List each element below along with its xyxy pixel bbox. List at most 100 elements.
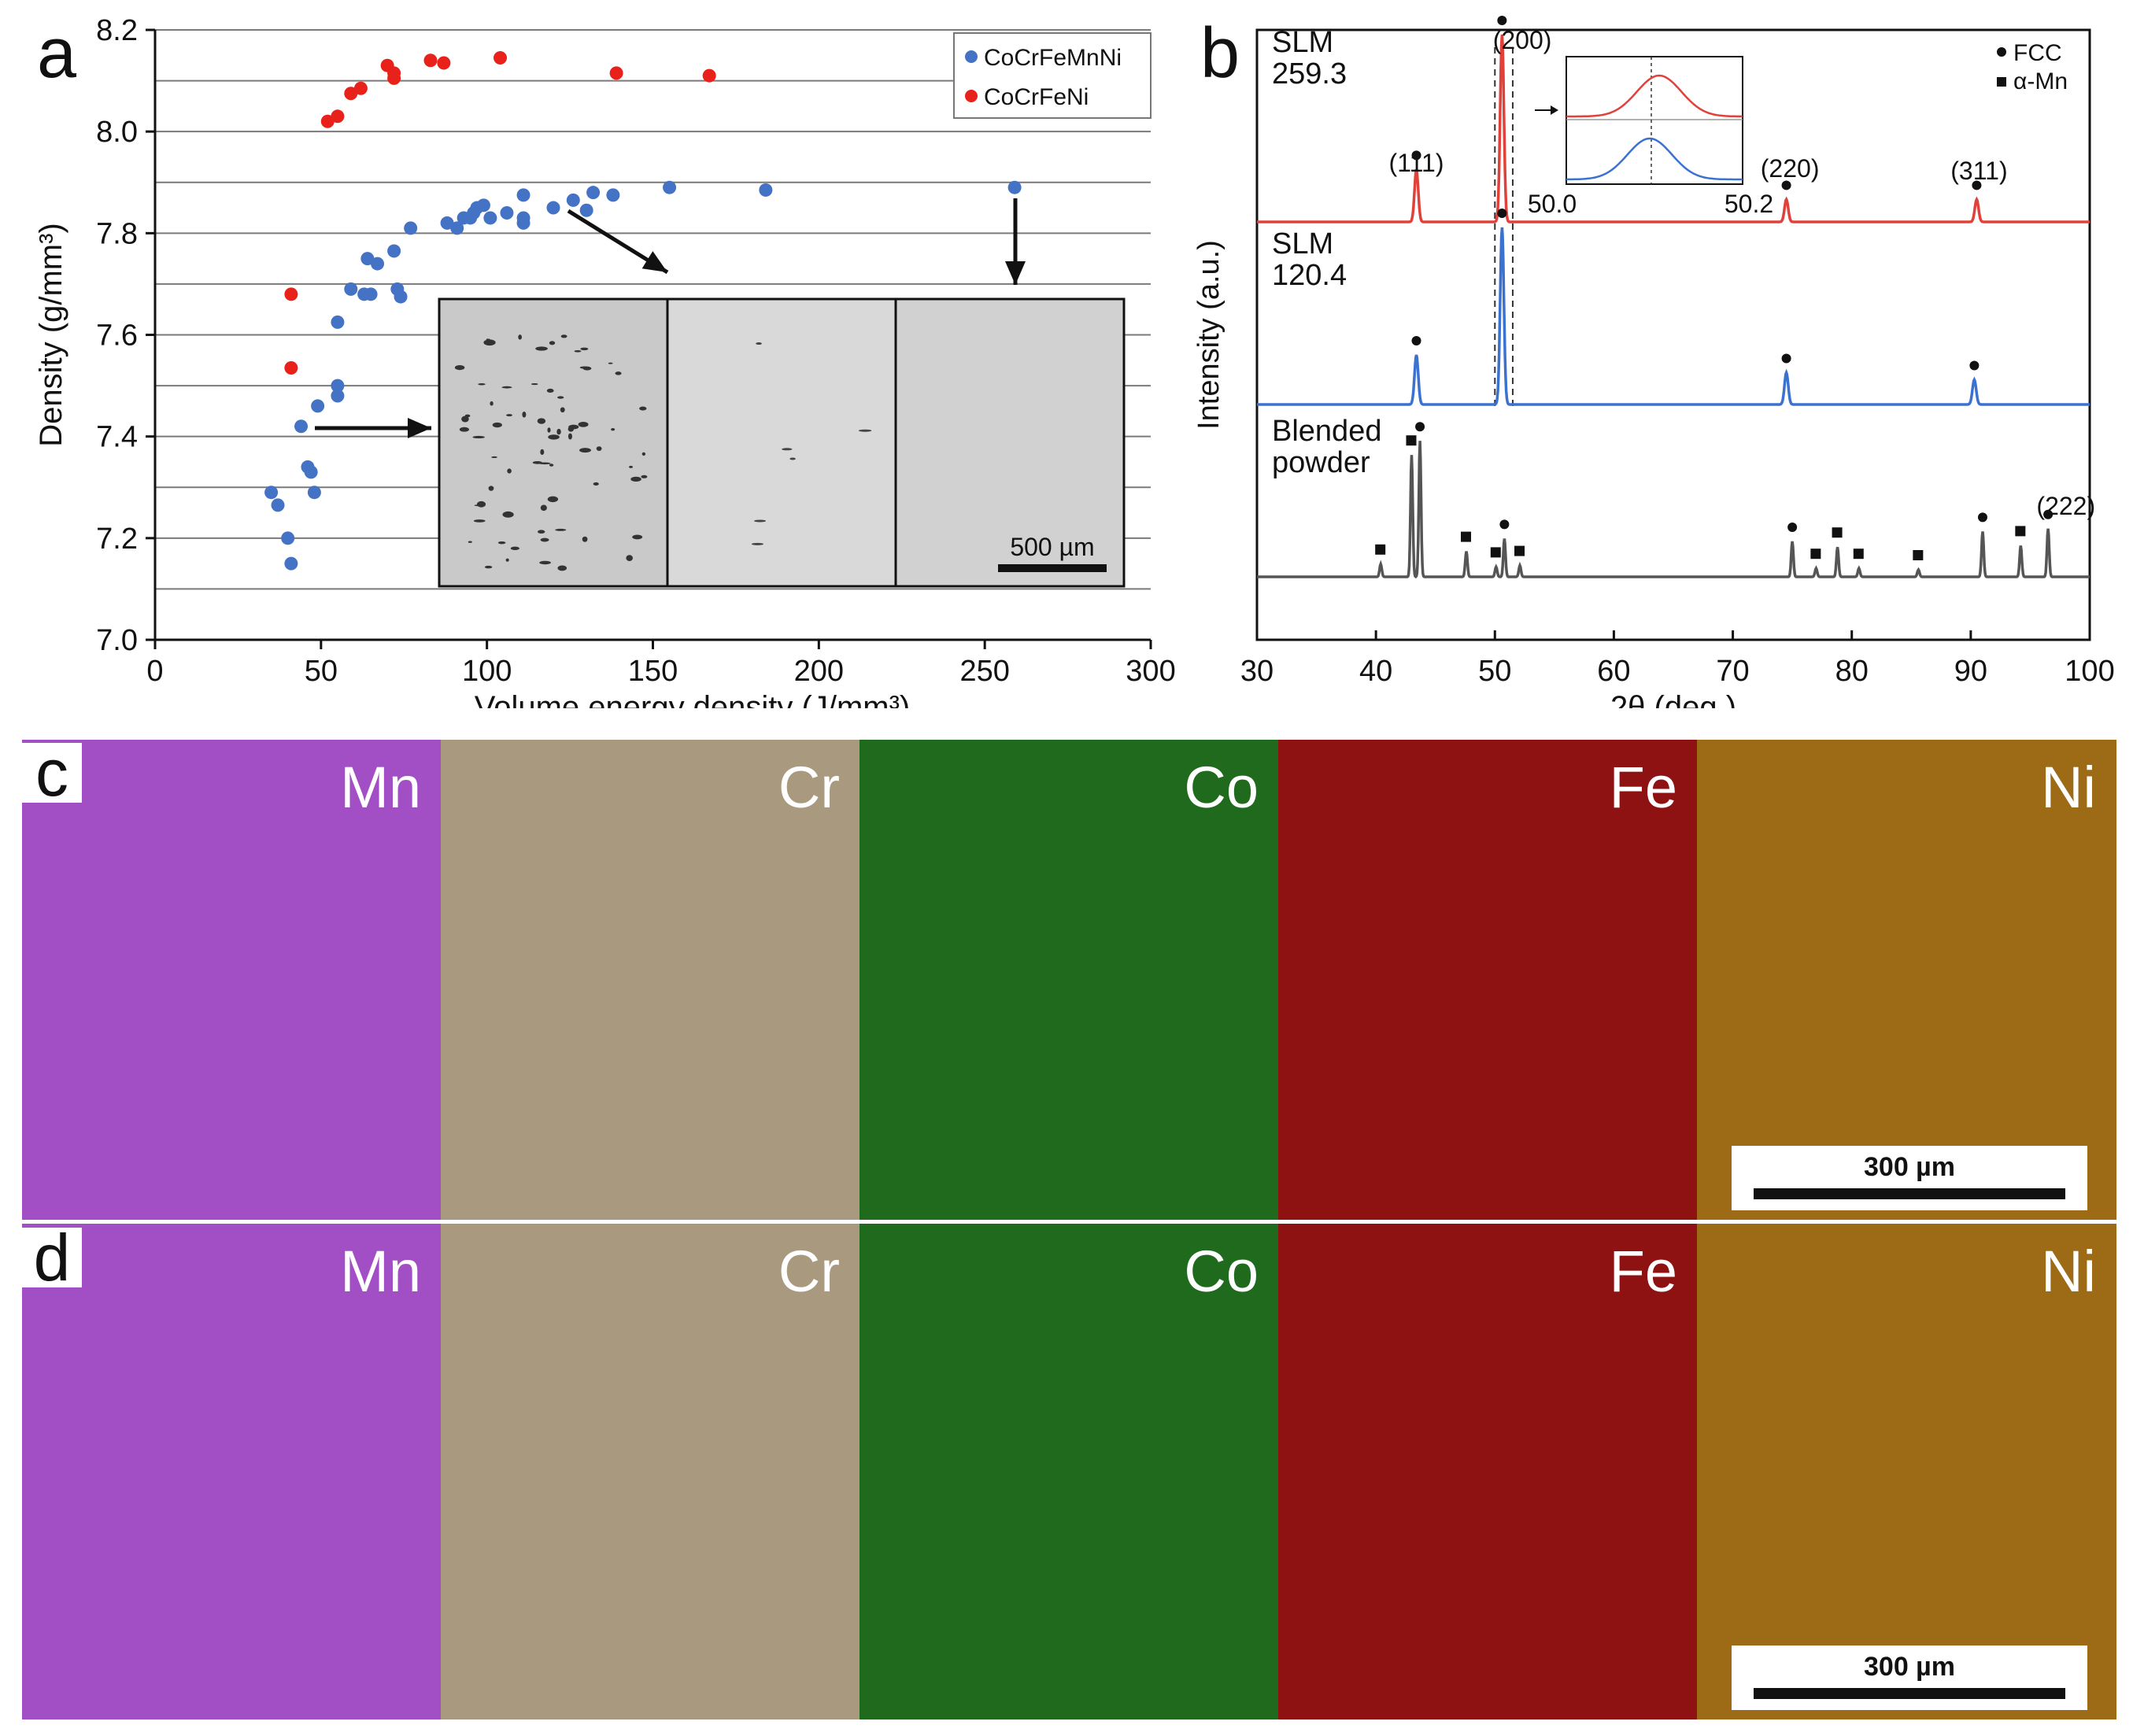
inset-pore <box>593 482 599 486</box>
panel-label-c: c <box>22 740 82 806</box>
legend-marker <box>965 90 978 102</box>
inset-pore <box>518 334 523 340</box>
x-tick-label: 90 <box>1954 655 1987 688</box>
inset-pore <box>478 383 486 386</box>
map-scale-bar-line <box>1754 1688 2065 1699</box>
fcc-marker <box>1497 209 1507 218</box>
inset-pore <box>782 448 793 451</box>
data-point-cocrfemnni <box>331 389 345 403</box>
series-line <box>1257 441 2090 579</box>
inset-pore <box>501 386 512 389</box>
panel-a-density-chart: 7.0 7.2 7.4 7.6 7.8 8.0 8.2 0 50 100 150 200 250 300 V… <box>34 14 1176 708</box>
data-point-cocrfeni <box>494 51 508 65</box>
data-point-cocrfemnni <box>344 282 358 296</box>
inset-micrograph <box>438 297 669 588</box>
map-scale-bar: 300 µm <box>1732 1146 2087 1210</box>
inset-pore <box>530 382 538 386</box>
fcc-marker <box>1411 336 1421 345</box>
data-point-cocrfeni <box>437 56 451 70</box>
data-point-cocrfemnni <box>606 188 620 202</box>
inset-pore <box>557 396 564 399</box>
data-point-cocrfemnni <box>331 379 345 393</box>
element-map-label: Co <box>1184 755 1259 820</box>
element-map-label: Co <box>1184 1239 1259 1304</box>
inset-pore <box>547 496 559 503</box>
data-point-cocrfemnni <box>364 287 378 301</box>
map-scale-bar-label: 300 µm <box>1864 1152 1955 1182</box>
element-map-label: Ni <box>2041 1239 2096 1304</box>
inset-pore <box>560 407 565 413</box>
element-map-label: Mn <box>340 755 421 820</box>
data-point-cocrfeni <box>423 54 438 68</box>
inset-pore <box>557 565 567 571</box>
inset-frame <box>1566 56 1743 185</box>
element-maps-c: Mn Cr Co Fe Ni 300 µm <box>22 740 2116 1220</box>
fcc-marker <box>1969 360 1980 371</box>
element-map-label: Fe <box>1609 1239 1677 1304</box>
inset-pore <box>549 464 554 467</box>
series-label: 259.3 <box>1272 57 1347 90</box>
data-point-cocrfemnni <box>586 186 601 200</box>
panel-b-xrd-chart: 30 40 50 60 70 80 90 100 2θ (deg.) Intensity (a.u… <box>1192 16 2115 708</box>
inset-pore <box>522 411 527 418</box>
alpha-mn-marker <box>1913 550 1924 560</box>
x-tick-label: 250 <box>959 655 1009 688</box>
alpha-mn-marker <box>1375 544 1386 555</box>
inset-pore <box>502 511 514 518</box>
y-tick-label: 7.8 <box>96 217 138 250</box>
inset-pore <box>756 342 762 345</box>
peak-annotation: (222) <box>2036 492 2095 520</box>
inset-pore <box>540 537 549 542</box>
data-point-cocrfemnni <box>579 203 593 217</box>
inset-pore <box>488 486 494 491</box>
map-scale-bar: 300 µm <box>1732 1646 2087 1710</box>
series-line <box>1257 227 2090 406</box>
inset-pore <box>578 422 589 427</box>
plot-frame <box>1255 28 2091 641</box>
x-tick-label: 200 <box>794 655 844 688</box>
inset-pore <box>630 476 641 482</box>
inset-pore <box>632 534 643 540</box>
x-tick-label: 80 <box>1835 655 1869 688</box>
legend-label: CoCrFeNi <box>984 84 1089 110</box>
element-map-cr: Cr <box>441 740 860 1220</box>
inset-pore <box>483 339 496 346</box>
x-tick-label: 100 <box>2065 655 2114 688</box>
legend-marker-fcc <box>1997 47 2006 57</box>
element-map-cr: Cr <box>441 1224 860 1719</box>
data-point-cocrfemnni <box>500 206 514 220</box>
data-point-cocrfemnni <box>394 290 408 304</box>
inset-pore <box>492 422 502 428</box>
inset-pore <box>596 446 602 451</box>
data-point-cocrfemnni <box>371 257 385 271</box>
alpha-mn-marker <box>1832 527 1843 538</box>
data-point-cocrfemnni <box>663 180 677 194</box>
inset-pore <box>574 350 582 353</box>
peak-annotation: (311) <box>1950 157 2007 185</box>
inset-tick-label: 50.2 <box>1725 190 1773 218</box>
inset-pore <box>560 334 567 338</box>
legend-label: CoCrFeMnNi <box>984 45 1122 71</box>
x-tick-label: 100 <box>462 655 512 688</box>
x-tick-label: 70 <box>1716 655 1749 688</box>
x-axis-label: Volume energy density (J/mm³) <box>475 690 911 708</box>
legend-marker <box>965 50 978 63</box>
element-map-fe: Fe <box>1278 740 1698 1220</box>
inset-pore <box>548 434 560 440</box>
fcc-marker <box>1977 512 1987 523</box>
pointer-arrowhead <box>408 418 431 438</box>
x-tick-label: 150 <box>628 655 678 688</box>
inset-pore <box>476 500 486 508</box>
inset-micrograph <box>666 297 897 588</box>
data-point-cocrfemnni <box>483 211 497 225</box>
element-map-label: Mn <box>340 1239 421 1304</box>
map-scale-bar-label: 300 µm <box>1864 1652 1955 1682</box>
element-map-fe: Fe <box>1278 1224 1698 1719</box>
inset-tick-label: 50.0 <box>1528 190 1577 218</box>
legend-label: FCC <box>2013 40 2062 66</box>
inset-pore <box>461 416 469 423</box>
y-tick-label: 7.4 <box>96 421 138 454</box>
data-point-cocrfeni <box>284 287 298 301</box>
alpha-mn-marker <box>1853 549 1864 560</box>
element-map-mn: Mn <box>22 1224 442 1719</box>
